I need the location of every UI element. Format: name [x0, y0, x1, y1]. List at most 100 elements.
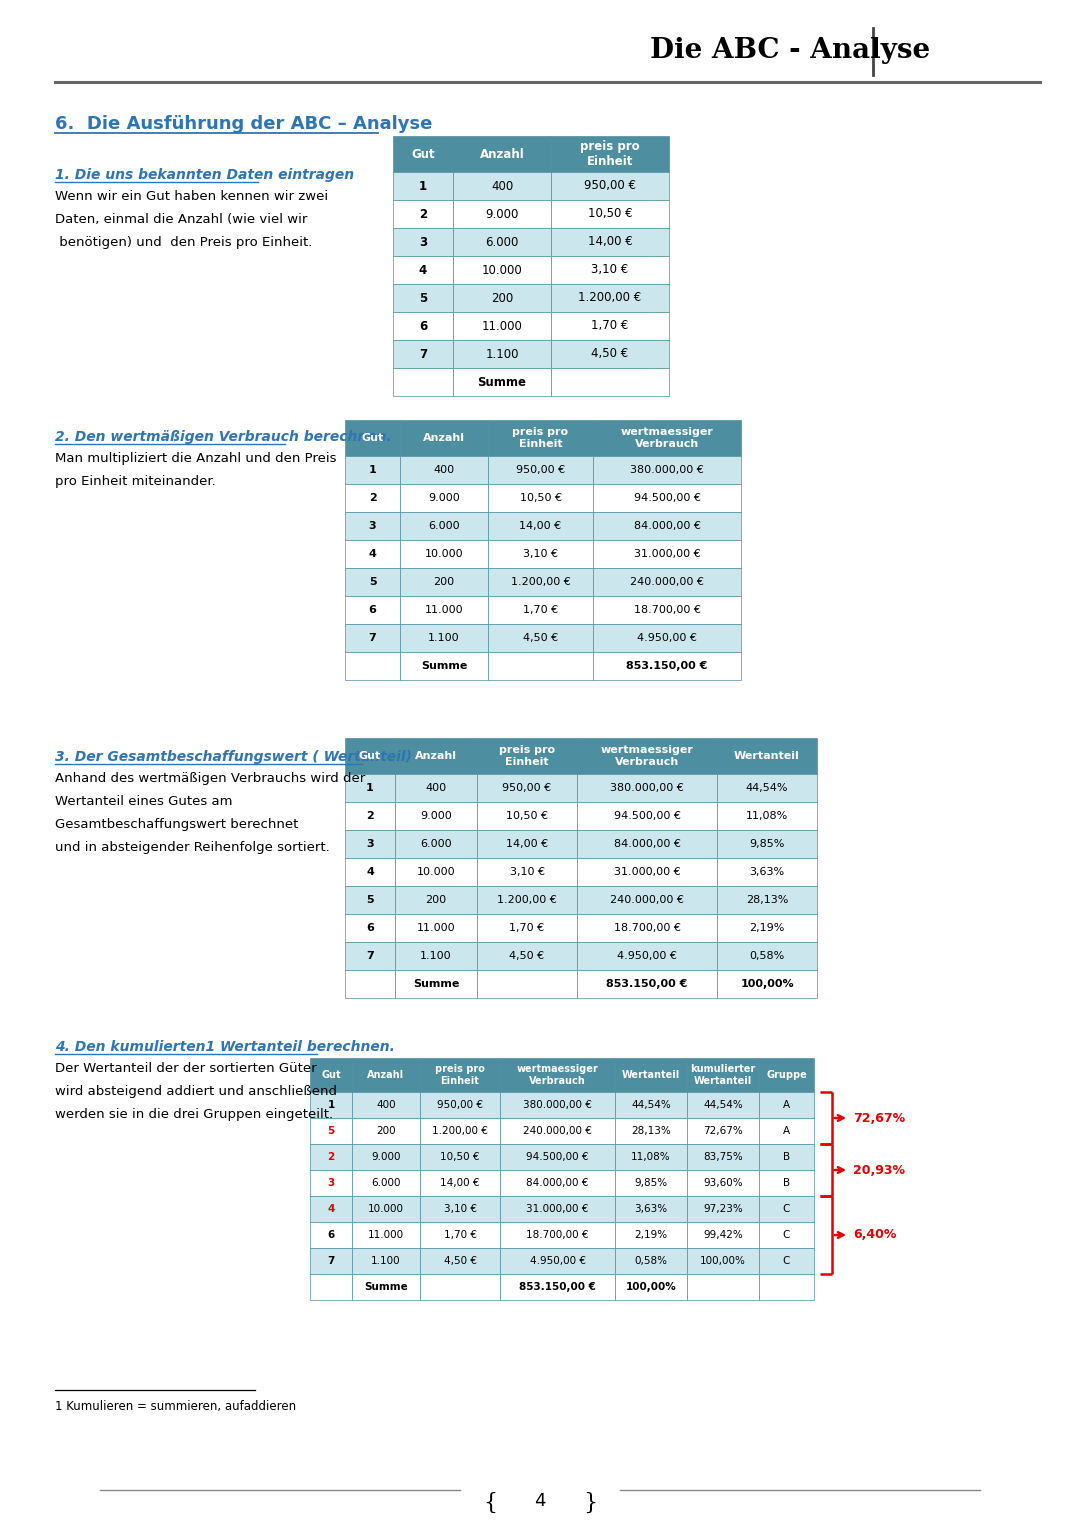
Text: 853.150,00 €: 853.150,00 €	[519, 1283, 596, 1292]
FancyBboxPatch shape	[759, 1118, 814, 1144]
Text: 240.000,00 €: 240.000,00 €	[630, 577, 704, 586]
Text: 94.500,00 €: 94.500,00 €	[634, 493, 701, 502]
Text: 2,19%: 2,19%	[634, 1231, 667, 1240]
FancyBboxPatch shape	[310, 1222, 352, 1248]
Text: 9.000: 9.000	[485, 208, 518, 220]
FancyBboxPatch shape	[759, 1170, 814, 1196]
Text: 240.000,00 €: 240.000,00 €	[523, 1125, 592, 1136]
Text: 1,70 €: 1,70 €	[444, 1231, 476, 1240]
Text: 4,50 €: 4,50 €	[592, 348, 629, 360]
Text: 3,63%: 3,63%	[750, 867, 784, 876]
Text: {: {	[483, 1492, 497, 1513]
FancyBboxPatch shape	[310, 1196, 352, 1222]
Text: Gut: Gut	[411, 148, 435, 160]
FancyBboxPatch shape	[345, 596, 400, 625]
Text: 99,42%: 99,42%	[703, 1231, 743, 1240]
Text: 3: 3	[327, 1177, 335, 1188]
FancyBboxPatch shape	[477, 774, 577, 802]
FancyBboxPatch shape	[615, 1058, 687, 1092]
FancyBboxPatch shape	[393, 228, 453, 257]
Text: 7: 7	[366, 951, 374, 960]
FancyBboxPatch shape	[420, 1248, 500, 1274]
FancyBboxPatch shape	[477, 858, 577, 886]
Text: 5: 5	[419, 292, 427, 304]
FancyBboxPatch shape	[687, 1222, 759, 1248]
FancyBboxPatch shape	[717, 802, 816, 831]
FancyBboxPatch shape	[577, 738, 717, 774]
FancyBboxPatch shape	[393, 257, 453, 284]
FancyBboxPatch shape	[310, 1058, 352, 1092]
FancyBboxPatch shape	[400, 568, 488, 596]
FancyBboxPatch shape	[345, 568, 400, 596]
FancyBboxPatch shape	[759, 1092, 814, 1118]
FancyBboxPatch shape	[577, 831, 717, 858]
Text: 4. Den kumulierten1 Wertanteil berechnen.: 4. Den kumulierten1 Wertanteil berechnen…	[55, 1040, 395, 1054]
FancyBboxPatch shape	[477, 802, 577, 831]
FancyBboxPatch shape	[310, 1144, 352, 1170]
Text: 0,58%: 0,58%	[750, 951, 785, 960]
FancyBboxPatch shape	[717, 738, 816, 774]
FancyBboxPatch shape	[393, 341, 453, 368]
FancyBboxPatch shape	[500, 1248, 615, 1274]
Text: 11.000: 11.000	[482, 319, 523, 333]
Text: 84.000,00 €: 84.000,00 €	[613, 838, 680, 849]
FancyBboxPatch shape	[500, 1222, 615, 1248]
FancyBboxPatch shape	[500, 1144, 615, 1170]
FancyBboxPatch shape	[593, 596, 741, 625]
FancyBboxPatch shape	[717, 915, 816, 942]
FancyBboxPatch shape	[420, 1274, 500, 1299]
FancyBboxPatch shape	[687, 1092, 759, 1118]
Text: 28,13%: 28,13%	[631, 1125, 671, 1136]
FancyBboxPatch shape	[759, 1222, 814, 1248]
FancyBboxPatch shape	[577, 774, 717, 802]
Text: }: }	[583, 1492, 597, 1513]
Text: Der Wertanteil der der sortierten Güter
wird absteigend addiert und anschließend: Der Wertanteil der der sortierten Güter …	[55, 1061, 337, 1121]
FancyBboxPatch shape	[577, 970, 717, 999]
FancyBboxPatch shape	[400, 541, 488, 568]
Text: 200: 200	[491, 292, 513, 304]
FancyBboxPatch shape	[352, 1274, 420, 1299]
Text: 200: 200	[426, 895, 446, 906]
FancyBboxPatch shape	[345, 942, 395, 970]
Text: Wertanteil: Wertanteil	[622, 1070, 680, 1080]
Text: 10,50 €: 10,50 €	[507, 811, 548, 822]
FancyBboxPatch shape	[687, 1248, 759, 1274]
FancyBboxPatch shape	[395, 802, 477, 831]
FancyBboxPatch shape	[551, 173, 669, 200]
Text: 4,50 €: 4,50 €	[444, 1257, 476, 1266]
FancyBboxPatch shape	[615, 1144, 687, 1170]
Text: 2,19%: 2,19%	[750, 922, 785, 933]
FancyBboxPatch shape	[500, 1058, 615, 1092]
Text: Anzahl: Anzahl	[423, 434, 465, 443]
FancyBboxPatch shape	[551, 284, 669, 312]
FancyBboxPatch shape	[395, 831, 477, 858]
FancyBboxPatch shape	[488, 568, 593, 596]
Text: 950,00 €: 950,00 €	[437, 1099, 483, 1110]
Text: 3,63%: 3,63%	[634, 1203, 667, 1214]
Text: preis pro
Einheit: preis pro Einheit	[435, 1064, 485, 1086]
Text: 100,00%: 100,00%	[700, 1257, 746, 1266]
Text: 31.000,00 €: 31.000,00 €	[634, 550, 700, 559]
Text: 950,00 €: 950,00 €	[502, 783, 552, 793]
Text: Wenn wir ein Gut haben kennen wir zwei
Daten, einmal die Anzahl (wie viel wir
 b: Wenn wir ein Gut haben kennen wir zwei D…	[55, 189, 328, 249]
Text: 200: 200	[433, 577, 455, 586]
Text: 4.950,00 €: 4.950,00 €	[529, 1257, 585, 1266]
Text: Summe: Summe	[477, 376, 527, 388]
Text: 10.000: 10.000	[417, 867, 456, 876]
FancyBboxPatch shape	[352, 1170, 420, 1196]
FancyBboxPatch shape	[759, 1144, 814, 1170]
Text: 28,13%: 28,13%	[746, 895, 788, 906]
FancyBboxPatch shape	[345, 652, 400, 680]
Text: 1,70 €: 1,70 €	[510, 922, 544, 933]
FancyBboxPatch shape	[453, 284, 551, 312]
Text: Man multipliziert die Anzahl und den Preis
pro Einheit miteinander.: Man multipliziert die Anzahl und den Pre…	[55, 452, 337, 489]
Text: 72,67%: 72,67%	[703, 1125, 743, 1136]
FancyBboxPatch shape	[345, 625, 400, 652]
FancyBboxPatch shape	[593, 420, 741, 457]
FancyBboxPatch shape	[352, 1196, 420, 1222]
FancyBboxPatch shape	[420, 1092, 500, 1118]
Text: 4,50 €: 4,50 €	[510, 951, 544, 960]
FancyBboxPatch shape	[593, 568, 741, 596]
FancyBboxPatch shape	[395, 738, 477, 774]
Text: Gut: Gut	[359, 751, 381, 760]
